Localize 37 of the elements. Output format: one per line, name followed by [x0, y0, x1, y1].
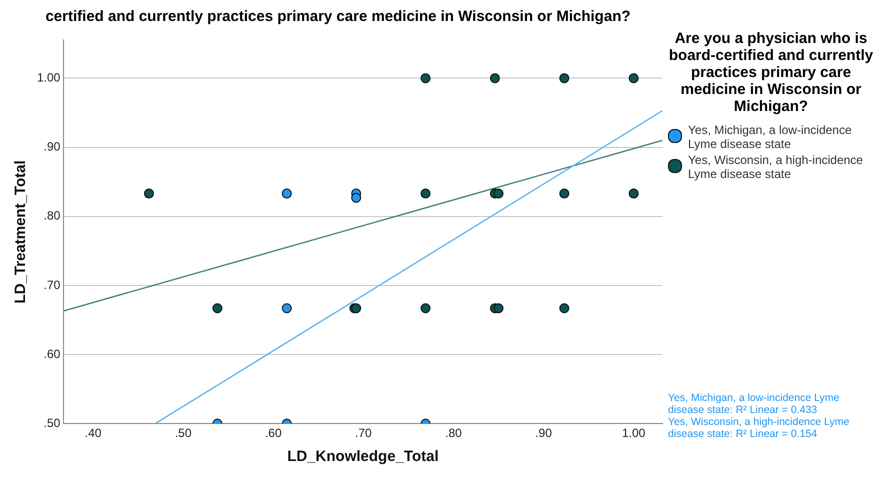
point — [559, 73, 570, 84]
point — [351, 192, 362, 203]
x-tick-label: .80 — [445, 426, 462, 440]
y-tick-label: .60 — [44, 346, 61, 361]
legend-label: Yes, Wisconsin, a high-incidence Lyme disease state — [688, 153, 864, 181]
text: Yes, Wisconsin, a high-incidence Lyme disease state: R² Linear = 0.154 — [668, 416, 850, 440]
x-tick-label: .60 — [264, 426, 282, 440]
x-axis-title: LD_Knowledge_Total — [287, 448, 439, 466]
x-tick-label: .50 — [174, 426, 192, 440]
point — [494, 303, 504, 314]
point — [490, 73, 500, 84]
x-tick-label: .70 — [355, 426, 372, 440]
x-tick-label: .90 — [535, 426, 552, 440]
x-tick-label: .40 — [84, 426, 102, 440]
point — [420, 188, 431, 199]
chart-title: certified and currently practices primary care medicine in Wisconsin or Michigan? — [44, 8, 632, 27]
legend-title: Are you a physician who is board-certified and currently practices primary care medicine in Wisconsin or Michigan? — [668, 30, 874, 115]
point — [282, 188, 292, 199]
x-tick-label: 1.00 — [622, 426, 646, 440]
y-tick-label: .70 — [44, 278, 61, 292]
point — [628, 73, 639, 84]
point — [420, 73, 431, 84]
y-tick-label: 1.00 — [36, 70, 61, 85]
y-tick-label: .50 — [44, 416, 61, 430]
point — [628, 188, 639, 199]
point — [494, 188, 504, 199]
point — [559, 188, 570, 199]
point — [144, 188, 154, 199]
point — [559, 303, 570, 314]
y-tick-label: .90 — [44, 140, 61, 154]
point — [212, 303, 222, 314]
y-axis-title: LD_Treatment_Total — [12, 160, 30, 304]
y-tick-label: .80 — [44, 208, 61, 223]
text: Yes, Michigan, a low-incidence Lyme disease state: R² Linear = 0.433 — [668, 392, 840, 416]
legend-label: Yes, Michigan, a low-incidence Lyme disease state — [688, 123, 853, 151]
point — [420, 303, 431, 314]
point — [282, 303, 292, 314]
